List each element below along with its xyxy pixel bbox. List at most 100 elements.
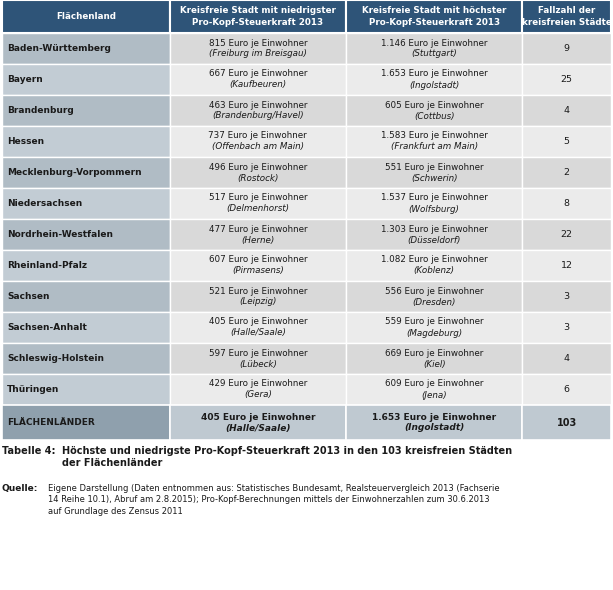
Text: Rheinland-Pfalz: Rheinland-Pfalz bbox=[7, 261, 87, 270]
Text: Eigene Darstellung (Daten entnommen aus: Statistisches Bundesamt, Realsteuerverg: Eigene Darstellung (Daten entnommen aus:… bbox=[48, 484, 500, 516]
Bar bbox=[170, 95, 346, 126]
Text: (Delmenhorst): (Delmenhorst) bbox=[226, 205, 289, 214]
Text: 429 Euro je Einwohner: 429 Euro je Einwohner bbox=[208, 379, 307, 388]
Bar bbox=[170, 374, 346, 405]
Bar bbox=[346, 0, 522, 33]
Bar bbox=[2, 343, 170, 374]
Text: 477 Euro je Einwohner: 477 Euro je Einwohner bbox=[208, 225, 307, 234]
Text: Baden-Württemberg: Baden-Württemberg bbox=[7, 44, 111, 53]
Text: (Ingolstadt): (Ingolstadt) bbox=[409, 80, 459, 90]
Bar bbox=[522, 250, 611, 281]
Text: 517 Euro je Einwohner: 517 Euro je Einwohner bbox=[208, 194, 307, 202]
Bar bbox=[2, 0, 170, 33]
Text: (Düsseldorf): (Düsseldorf) bbox=[408, 235, 461, 244]
Bar bbox=[170, 0, 346, 33]
Bar bbox=[346, 312, 522, 343]
Text: 815 Euro je Einwohner: 815 Euro je Einwohner bbox=[208, 38, 307, 48]
Bar bbox=[346, 157, 522, 188]
Text: 22: 22 bbox=[561, 230, 573, 239]
Text: Höchste und niedrigste Pro-Kopf-Steuerkraft 2013 in den 103 kreisfreien Städten
: Höchste und niedrigste Pro-Kopf-Steuerkr… bbox=[62, 446, 512, 468]
Bar bbox=[346, 374, 522, 405]
Text: Thüringen: Thüringen bbox=[7, 385, 59, 394]
Text: (Schwerin): (Schwerin) bbox=[411, 173, 457, 182]
Text: (Magdeburg): (Magdeburg) bbox=[406, 329, 462, 337]
Bar bbox=[522, 219, 611, 250]
Bar bbox=[2, 219, 170, 250]
Text: (Rostock): (Rostock) bbox=[237, 173, 278, 182]
Bar bbox=[2, 95, 170, 126]
Text: 463 Euro je Einwohner: 463 Euro je Einwohner bbox=[208, 100, 307, 110]
Bar bbox=[2, 312, 170, 343]
Text: 1.082 Euro je Einwohner: 1.082 Euro je Einwohner bbox=[381, 255, 487, 264]
Bar bbox=[346, 405, 522, 440]
Text: 597 Euro je Einwohner: 597 Euro je Einwohner bbox=[208, 349, 307, 358]
Bar bbox=[2, 374, 170, 405]
Text: 5: 5 bbox=[563, 137, 569, 146]
Text: 1.146 Euro je Einwohner: 1.146 Euro je Einwohner bbox=[381, 38, 487, 48]
Text: (Kiel): (Kiel) bbox=[423, 359, 446, 369]
Text: 1.537 Euro je Einwohner: 1.537 Euro je Einwohner bbox=[381, 194, 487, 202]
Text: 25: 25 bbox=[561, 75, 573, 84]
Bar bbox=[170, 33, 346, 64]
Bar bbox=[170, 157, 346, 188]
Text: (Koblenz): (Koblenz) bbox=[414, 267, 455, 276]
Bar bbox=[522, 405, 611, 440]
Text: (Lübeck): (Lübeck) bbox=[239, 359, 276, 369]
Text: 3: 3 bbox=[563, 323, 569, 332]
Text: (Herne): (Herne) bbox=[241, 235, 275, 244]
Text: Sachsen: Sachsen bbox=[7, 292, 50, 301]
Bar bbox=[522, 343, 611, 374]
Bar bbox=[522, 188, 611, 219]
Bar bbox=[522, 95, 611, 126]
Text: 103: 103 bbox=[557, 418, 577, 428]
Bar bbox=[170, 250, 346, 281]
Bar bbox=[170, 343, 346, 374]
Text: (Cottbus): (Cottbus) bbox=[414, 112, 454, 120]
Bar bbox=[170, 312, 346, 343]
Bar bbox=[170, 219, 346, 250]
Text: Schleswig-Holstein: Schleswig-Holstein bbox=[7, 354, 104, 363]
Text: Bayern: Bayern bbox=[7, 75, 43, 84]
Text: Fallzahl der
kreisfreien Städte: Fallzahl der kreisfreien Städte bbox=[522, 6, 612, 27]
Bar bbox=[346, 126, 522, 157]
Text: 12: 12 bbox=[561, 261, 573, 270]
Text: FLÄCHENLÄNDER: FLÄCHENLÄNDER bbox=[7, 418, 95, 427]
Text: Tabelle 4:: Tabelle 4: bbox=[2, 446, 56, 456]
Text: 3: 3 bbox=[563, 292, 569, 301]
Text: Flächenland: Flächenland bbox=[56, 12, 116, 21]
Text: 405 Euro je Einwohner: 405 Euro je Einwohner bbox=[208, 317, 307, 326]
Text: 607 Euro je Einwohner: 607 Euro je Einwohner bbox=[208, 255, 307, 264]
Bar bbox=[346, 33, 522, 64]
Bar bbox=[2, 126, 170, 157]
Bar bbox=[522, 64, 611, 95]
Text: 551 Euro je Einwohner: 551 Euro je Einwohner bbox=[385, 162, 484, 172]
Text: 1.653 Euro je Einwohner: 1.653 Euro je Einwohner bbox=[381, 70, 487, 78]
Text: (Jena): (Jena) bbox=[421, 391, 447, 399]
Bar bbox=[346, 250, 522, 281]
Text: (Dresden): (Dresden) bbox=[413, 297, 456, 306]
Bar bbox=[170, 126, 346, 157]
Text: (Brandenburg/Havel): (Brandenburg/Havel) bbox=[212, 112, 303, 120]
Text: Hessen: Hessen bbox=[7, 137, 44, 146]
Text: 8: 8 bbox=[563, 199, 569, 208]
Bar bbox=[522, 126, 611, 157]
Bar bbox=[346, 343, 522, 374]
Text: 521 Euro je Einwohner: 521 Euro je Einwohner bbox=[208, 287, 307, 296]
Text: Kreisfreie Stadt mit höchster
Pro-Kopf-Steuerkraft 2013: Kreisfreie Stadt mit höchster Pro-Kopf-S… bbox=[362, 6, 506, 27]
Bar bbox=[346, 219, 522, 250]
Bar bbox=[346, 281, 522, 312]
Text: Sachsen-Anhalt: Sachsen-Anhalt bbox=[7, 323, 87, 332]
Bar bbox=[346, 64, 522, 95]
Text: (Frankfurt am Main): (Frankfurt am Main) bbox=[390, 143, 478, 152]
Bar bbox=[170, 281, 346, 312]
Text: 669 Euro je Einwohner: 669 Euro je Einwohner bbox=[385, 349, 483, 358]
Text: 559 Euro je Einwohner: 559 Euro je Einwohner bbox=[385, 317, 484, 326]
Text: 4: 4 bbox=[563, 106, 569, 115]
Text: (Halle/Saale): (Halle/Saale) bbox=[230, 329, 286, 337]
Text: (Freiburg im Breisgau): (Freiburg im Breisgau) bbox=[209, 50, 306, 58]
Text: (Gera): (Gera) bbox=[244, 391, 272, 399]
Bar bbox=[2, 33, 170, 64]
Bar bbox=[170, 64, 346, 95]
Text: (Ingolstadt): (Ingolstadt) bbox=[404, 424, 464, 432]
Text: 605 Euro je Einwohner: 605 Euro je Einwohner bbox=[385, 100, 484, 110]
